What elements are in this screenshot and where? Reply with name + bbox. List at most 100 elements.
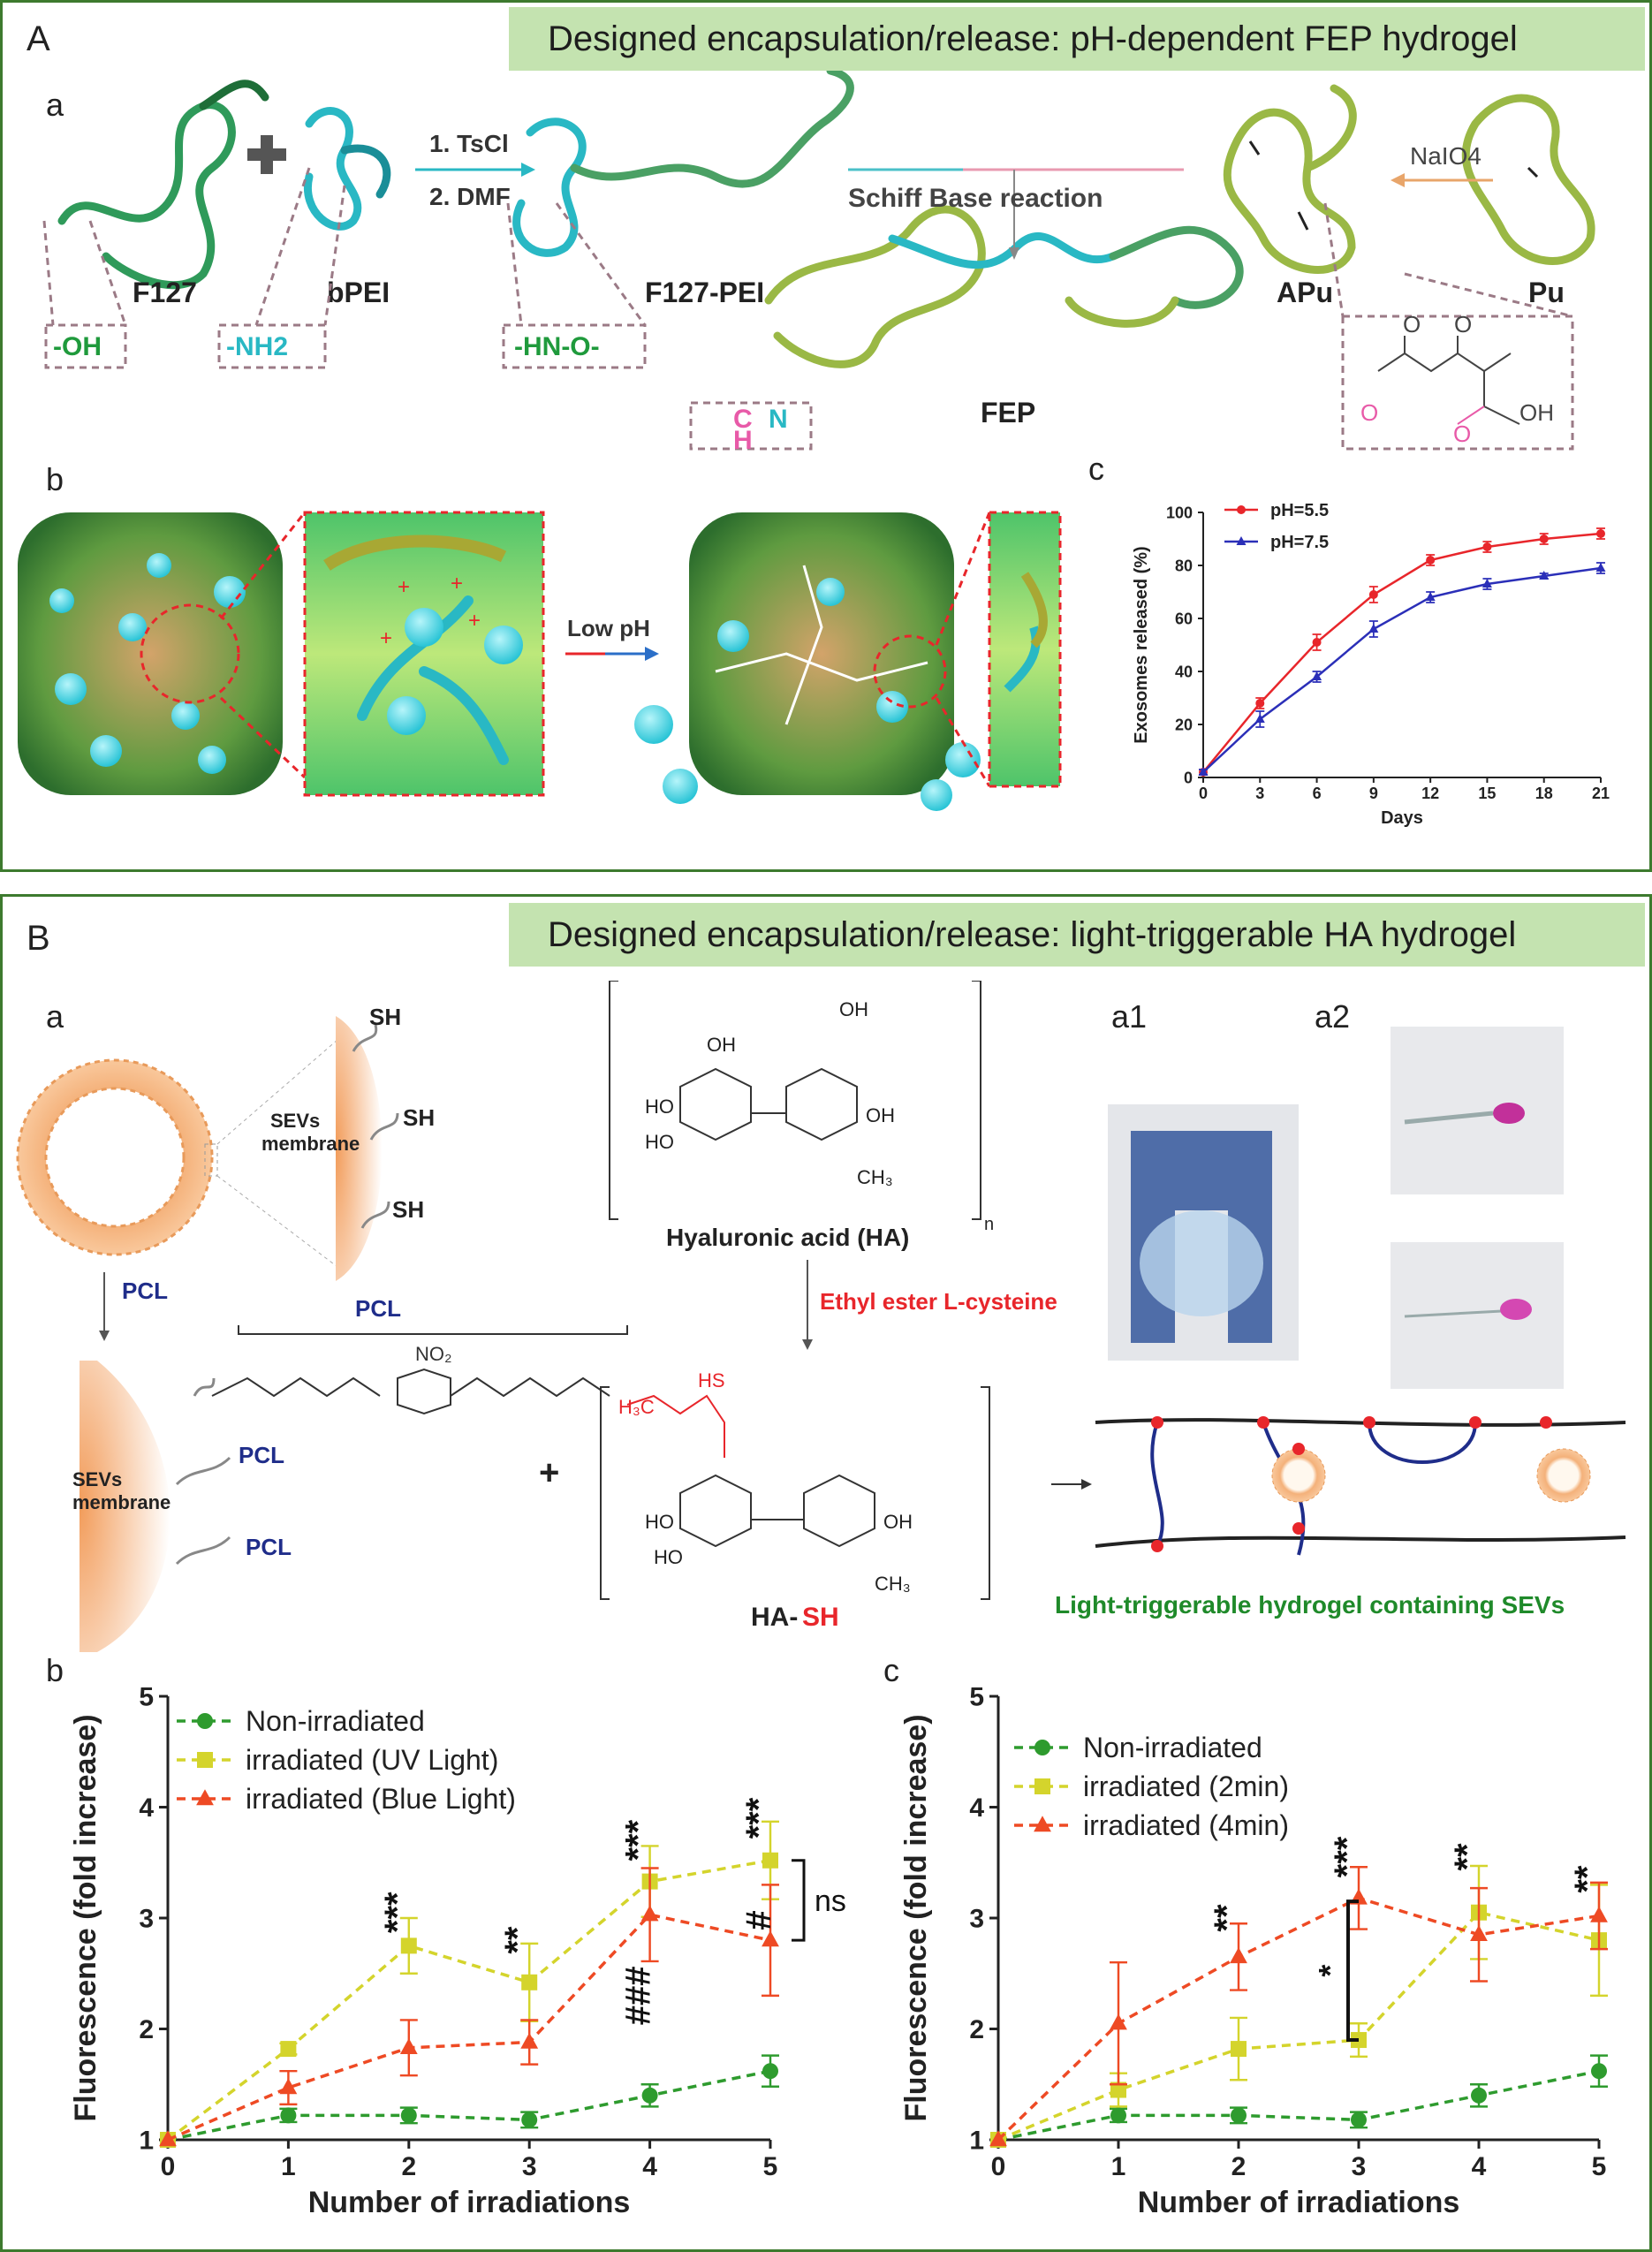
series-line [167,1913,771,2142]
data-point [641,2087,658,2104]
panel-b-banner: Designed encapsulation/release: light-tr… [509,903,1645,967]
svg-text:+: + [380,626,392,650]
legend-label: Non-irradiated [246,1705,425,1737]
legend-label: pH=5.5 [1270,501,1329,520]
data-point [1368,590,1378,599]
low-ph-label: Low pH [567,615,650,641]
panel-a-sub-c: c [1088,451,1104,487]
step-1-label: 1. TsCl [429,130,509,157]
y-tick-label: 5 [969,1683,984,1712]
x-tick-label: 21 [1592,785,1610,802]
bpei-label: bPEI [327,277,390,308]
data-point [1539,535,1549,543]
svg-text:O: O [1454,311,1472,337]
data-point [1231,2107,1247,2124]
data-point [762,2063,778,2080]
x-tick-label: 0 [161,2152,176,2181]
svg-text:+: + [398,575,410,599]
y-tick-label: 1 [969,2127,984,2156]
panel-b [0,894,1652,2252]
panel-b-label: B [27,919,50,958]
hydrogel-caption: Light-triggerable hydrogel containing SE… [1055,1591,1565,1619]
x-tick-label: 0 [1199,785,1208,802]
y-tick-label: 80 [1175,557,1193,574]
x-tick-label: 0 [991,2152,1006,2181]
svg-text:OH: OH [707,1034,736,1056]
y-tick-label: 3 [969,1905,984,1934]
sh-label-1: SH [369,1004,401,1030]
data-point [1539,571,1550,580]
data-point [1110,2081,1126,2098]
data-point [521,1974,538,1990]
step-2-label: 2. DMF [429,183,511,210]
y-tick-label: 4 [139,1793,154,1823]
data-point [640,1905,659,1922]
data-point [159,2130,177,2147]
membrane-label-1: membrane [261,1133,360,1155]
data-point [1198,767,1209,776]
data-point [1481,579,1492,588]
sevs-label-1: SEVs [270,1110,320,1132]
fep-label: FEP [981,397,1035,428]
significance-marker: *** [739,1797,778,1839]
y-tick-label: 60 [1175,610,1193,627]
series-line [1202,566,1602,773]
data-point [989,2130,1007,2147]
series-line [1202,532,1602,773]
x-tick-label: 6 [1313,785,1322,802]
plus-sign: + [539,1453,559,1492]
y-tick-label: 5 [139,1683,154,1712]
data-point [1110,2013,1127,2030]
data-point [1590,1906,1608,1922]
series-line [997,1896,1600,2142]
data-point [762,1852,778,1869]
legend-label: irradiated (2min) [1083,1771,1289,1802]
data-point [1482,542,1492,551]
svg-text:HO: HO [645,1131,674,1153]
significance-marker: *** [619,1819,658,1861]
y-tick-label: 4 [969,1793,984,1823]
panel-b-sub-b: b [46,1652,64,1688]
x-tick-label: 3 [1255,785,1264,802]
exosome-release-chart: 0 3 6 9 12 15 18 21 0 20 40 60 80 100 Days Exosomes rel… [1132,501,1610,828]
svg-text:O: O [1453,421,1471,447]
data-point [1254,714,1265,723]
data-point [280,2041,297,2058]
x-tick-label: 5 [1592,2152,1607,2181]
legend-marker [196,1789,214,1806]
data-point [1471,2087,1487,2104]
legend-label: irradiated (UV Light) [246,1744,498,1776]
legend-marker [197,1752,213,1768]
data-point [1110,2107,1126,2124]
data-point [279,2078,298,2095]
legend-marker [1034,1816,1051,1832]
ha-hydrogel-scheme: SH SH SH SEVs membrane PCL PCL NO₂ PCL P… [16,981,1626,1652]
data-point [1595,563,1606,572]
panel-a-label: A [27,19,50,58]
y-tick-label: 20 [1175,716,1193,733]
svg-text:+: + [468,609,481,633]
x-axis-label: Days [1381,808,1423,828]
data-point [400,1937,417,1954]
y-tick-label: 3 [139,1905,154,1934]
y-tick-label: 2 [969,2015,984,2044]
f127-label: F127 [133,277,197,308]
svg-text:OH: OH [839,998,868,1020]
x-tick-label: 18 [1535,785,1553,802]
significance-marker: ** [1448,1843,1487,1871]
x-axis-label: Number of irradiations [1138,2186,1460,2219]
x-tick-label: 2 [1231,2152,1247,2181]
data-point [762,1930,779,1947]
ph-release-scheme: + +++ Low pH [18,511,1062,811]
data-point [1426,556,1436,565]
data-point [399,2038,418,2055]
hydrogel-before [18,512,283,795]
significance-bracket [1346,1899,1359,2043]
data-point [1470,1925,1488,1942]
legend-marker [1237,505,1246,514]
data-point [1231,2041,1247,2058]
data-point [1368,624,1379,633]
y-tick-label: 2 [139,2015,154,2044]
svg-text:HS: HS [698,1369,725,1391]
x-tick-label: 3 [522,2152,537,2181]
